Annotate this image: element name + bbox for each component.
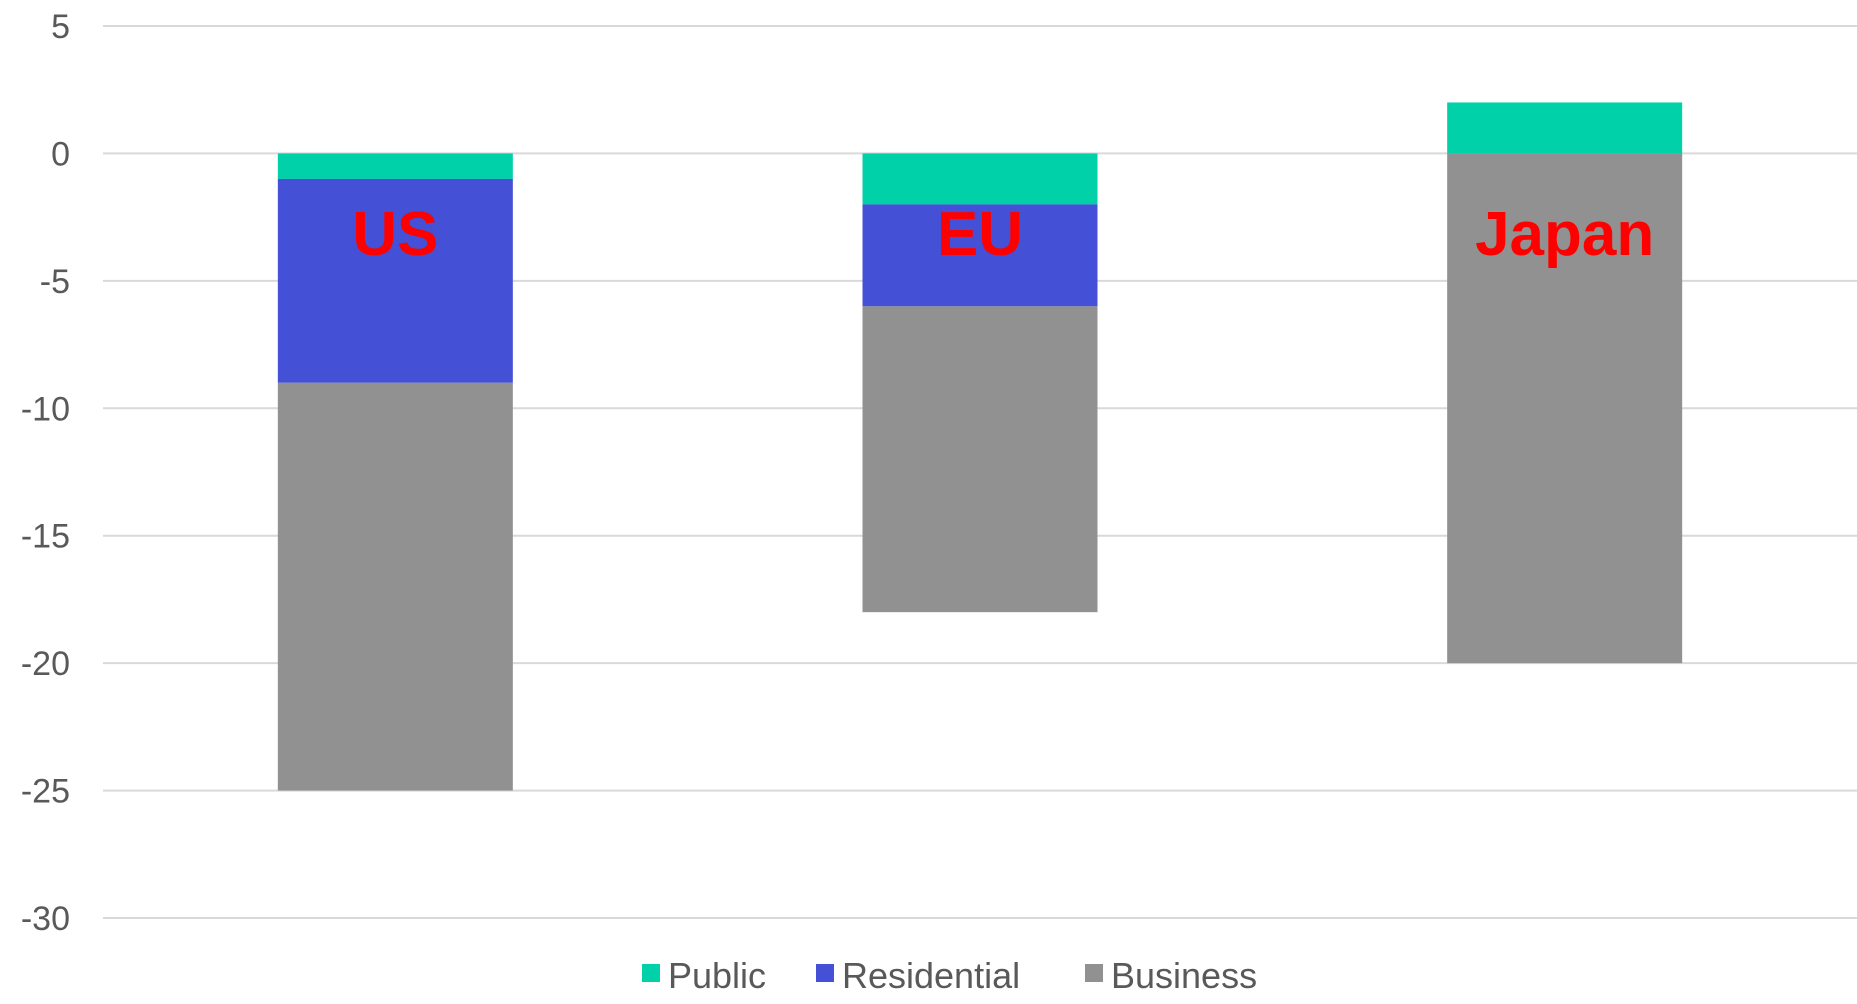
bar-us-public [277, 153, 513, 179]
y-tick-label: -20 [21, 645, 70, 683]
legend-label-residential: Residential [842, 955, 1020, 996]
y-tick-label: -25 [21, 773, 70, 811]
y-tick-label: 5 [51, 8, 70, 46]
category-label-japan: Japan [1475, 200, 1654, 269]
y-tick-label: -15 [21, 518, 70, 556]
bars [277, 102, 1683, 791]
y-tick-label: -5 [40, 263, 70, 301]
bar-eu-public [862, 153, 1098, 205]
category-label-us: US [352, 200, 438, 269]
legend-swatch-business [1085, 964, 1103, 982]
category-labels: US EU Japan [352, 200, 1654, 269]
legend: Public Residential Business [642, 955, 1257, 996]
legend-label-public: Public [668, 955, 766, 996]
y-tick-label: -10 [21, 390, 70, 428]
bar-us-residential [277, 178, 513, 383]
bar-eu-residential [862, 204, 1098, 307]
y-tick-label: -30 [21, 900, 70, 938]
bar-japan-public [1447, 102, 1683, 154]
category-label-eu: EU [937, 200, 1023, 269]
y-axis: 5 0 -5 -10 -15 -20 -25 -30 [21, 8, 70, 938]
bar-us-business [277, 382, 513, 791]
legend-swatch-residential [816, 964, 834, 982]
legend-swatch-public [642, 964, 660, 982]
bar-eu-business [862, 306, 1098, 613]
y-tick-label: 0 [51, 135, 70, 173]
legend-label-business: Business [1111, 955, 1257, 996]
bar-japan-business [1447, 153, 1683, 664]
